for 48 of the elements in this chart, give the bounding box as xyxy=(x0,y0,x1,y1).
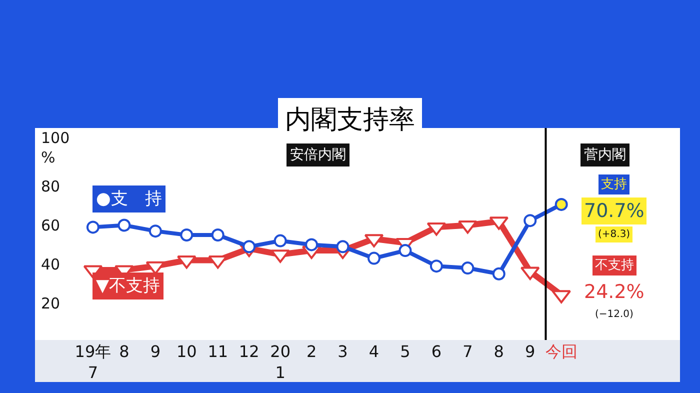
x-tick-label: 9 xyxy=(525,342,536,361)
x-tick-label: 6 xyxy=(431,342,442,361)
text: (+8.3) xyxy=(598,229,630,240)
text: 70.7% xyxy=(584,200,644,222)
y-tick-label: 40 xyxy=(41,255,60,274)
point xyxy=(211,228,224,242)
x-tick-label: 10 xyxy=(176,342,197,361)
y-tick-label: 20 xyxy=(41,294,60,312)
x-tick-label: 8 xyxy=(119,342,130,361)
point xyxy=(274,234,287,248)
point xyxy=(430,260,443,273)
text: 菅内閣 xyxy=(584,147,626,163)
point xyxy=(180,228,194,242)
point xyxy=(524,214,537,228)
point xyxy=(461,262,474,275)
y-tick-label: 100 % xyxy=(41,128,70,166)
x-tick-label: 8 xyxy=(494,342,504,361)
text: (−12.0) xyxy=(595,309,634,320)
point xyxy=(148,224,162,238)
series-label: ●支 持 xyxy=(96,189,162,209)
x-tick-label: 3 xyxy=(338,342,348,361)
point xyxy=(242,240,256,254)
x-tick-label: 12 xyxy=(238,342,260,361)
point xyxy=(554,198,568,211)
x-tick-label: 19年 7 xyxy=(74,342,112,382)
annotation: 安倍内閣 xyxy=(290,147,346,163)
x-tick-label: 7 xyxy=(462,342,473,361)
x-tick-label: 9 xyxy=(150,342,161,361)
point xyxy=(86,220,100,234)
x-tick-label: 4 xyxy=(368,342,380,361)
x-tick-label: 今回 xyxy=(545,342,578,361)
text: 不支持 xyxy=(595,258,634,273)
point xyxy=(305,238,318,252)
series-label: ▼不支持 xyxy=(96,276,160,296)
y-tick-label: 80 xyxy=(41,178,60,196)
point xyxy=(118,218,131,232)
point xyxy=(336,240,350,254)
x-tick-label: 20 1 xyxy=(270,342,290,382)
x-tick-label: 5 xyxy=(400,342,410,361)
x-tick-label: 11 xyxy=(208,342,228,361)
point xyxy=(520,266,540,280)
text: 支持 xyxy=(601,177,627,192)
point xyxy=(398,244,412,258)
y-tick-label: 60 xyxy=(41,216,60,234)
x-tick-label: 2 xyxy=(306,342,317,361)
chart-title: 内閣支持率 xyxy=(285,105,415,135)
point xyxy=(367,252,380,265)
text: 24.2% xyxy=(584,281,644,303)
